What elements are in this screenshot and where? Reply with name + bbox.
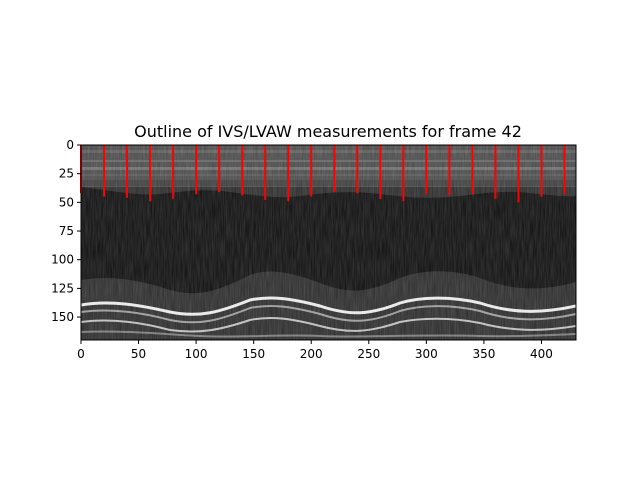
x-tick-label-6: 300 <box>415 347 438 361</box>
y-tick-label-3: 75 <box>59 224 74 238</box>
y-tick-label-6: 150 <box>51 310 74 324</box>
y-tick-label-5: 125 <box>51 281 74 295</box>
x-tick-label-5: 250 <box>357 347 380 361</box>
x-tick-label-4: 200 <box>300 347 323 361</box>
y-axis: 0 25 50 75 100 125 150 <box>51 138 81 324</box>
x-axis: 0 50 100 150 200 250 300 350 400 <box>77 340 553 361</box>
x-tick-label-3: 150 <box>242 347 265 361</box>
y-tick-label-0: 0 <box>66 138 74 152</box>
x-tick-label-8: 400 <box>530 347 553 361</box>
mmode-image <box>81 145 576 340</box>
x-tick-label-7: 350 <box>472 347 495 361</box>
y-tick-label-4: 100 <box>51 253 74 267</box>
x-tick-label-0: 0 <box>77 347 85 361</box>
x-tick-label-1: 50 <box>131 347 146 361</box>
y-tick-label-2: 50 <box>59 195 74 209</box>
x-tick-label-2: 100 <box>185 347 208 361</box>
chart-title: Outline of IVS/LVAW measurements for fra… <box>134 122 522 141</box>
y-tick-label-1: 25 <box>59 167 74 181</box>
